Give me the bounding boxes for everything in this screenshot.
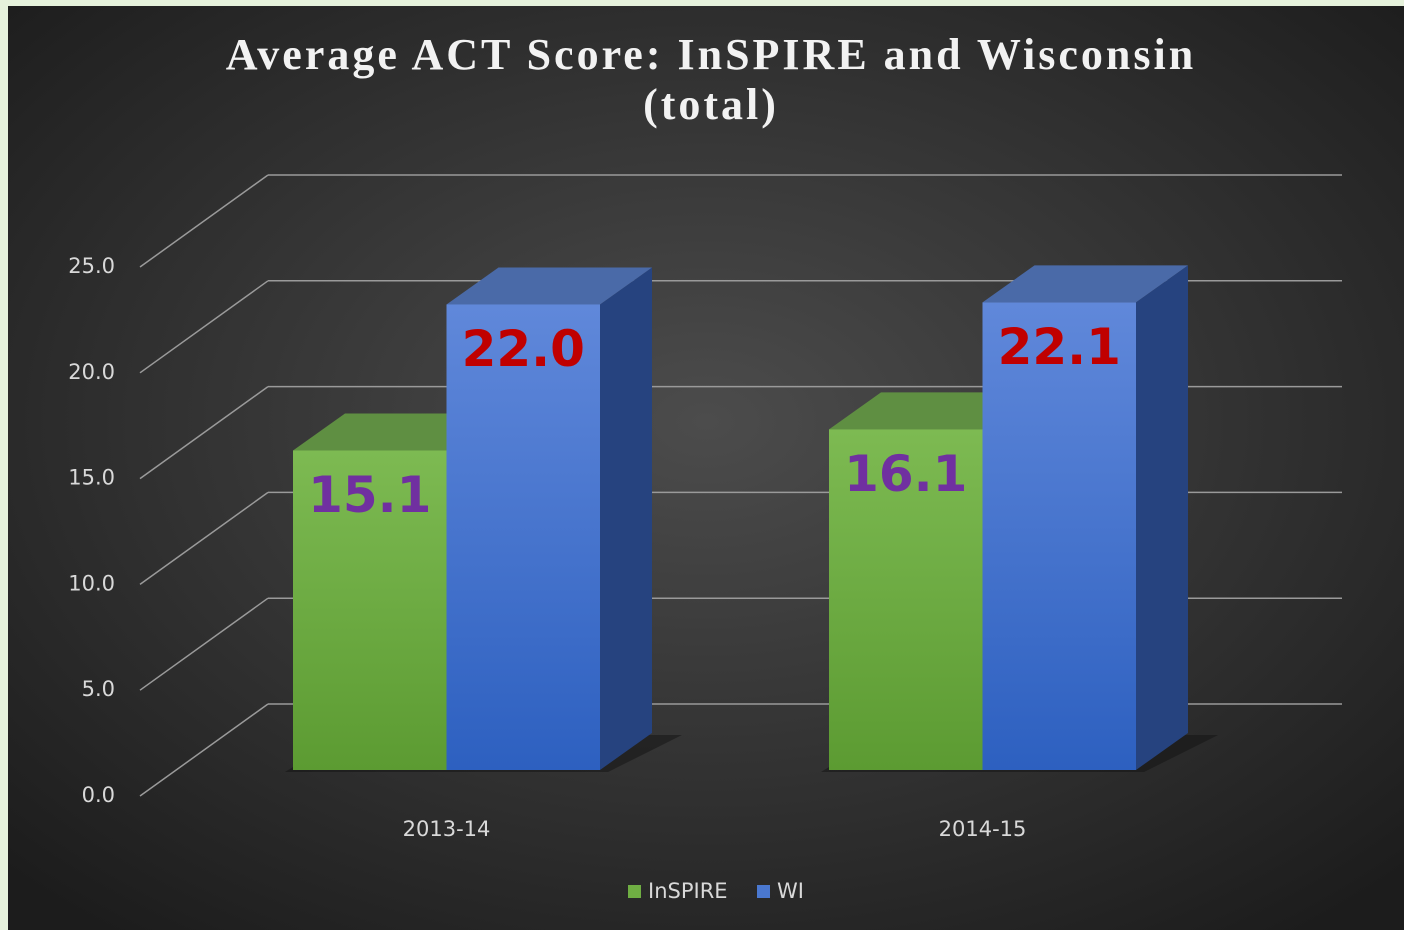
y-tick-label: 10.0	[68, 571, 115, 595]
value-label: 15.1	[308, 466, 431, 524]
value-label: 16.1	[844, 445, 967, 503]
y-tick-label: 5.0	[82, 677, 115, 701]
legend-label: WI	[777, 879, 804, 903]
y-tick-label: 15.0	[68, 466, 115, 490]
bar	[446, 304, 600, 770]
legend-swatch	[757, 885, 770, 898]
bar-side	[1136, 265, 1188, 770]
legend-label: InSPIRE	[648, 879, 728, 903]
grid-line-side	[139, 174, 269, 268]
bar-top	[446, 267, 652, 305]
bar	[829, 429, 983, 770]
legend-swatch	[628, 885, 641, 898]
grid-line-side	[139, 491, 269, 586]
x-tick-label: 2013-14	[403, 817, 491, 841]
value-label: 22.1	[998, 318, 1121, 376]
chart-background	[8, 6, 1404, 930]
bar	[293, 450, 447, 770]
value-label: 22.0	[462, 320, 585, 378]
y-tick-label: 0.0	[82, 783, 115, 807]
y-tick-label: 25.0	[68, 254, 115, 278]
y-tick-label: 20.0	[68, 360, 115, 384]
bar-side	[600, 267, 652, 770]
bar	[982, 302, 1136, 770]
grid-line-side	[139, 385, 269, 480]
x-tick-label: 2014-15	[939, 817, 1027, 841]
grid-line-side	[139, 280, 269, 374]
chart-title: Average ACT Score: InSPIRE and Wisconsin…	[225, 30, 1197, 129]
grid-line-side	[139, 703, 269, 797]
bar-top	[982, 265, 1188, 303]
grid-line-side	[139, 597, 269, 691]
